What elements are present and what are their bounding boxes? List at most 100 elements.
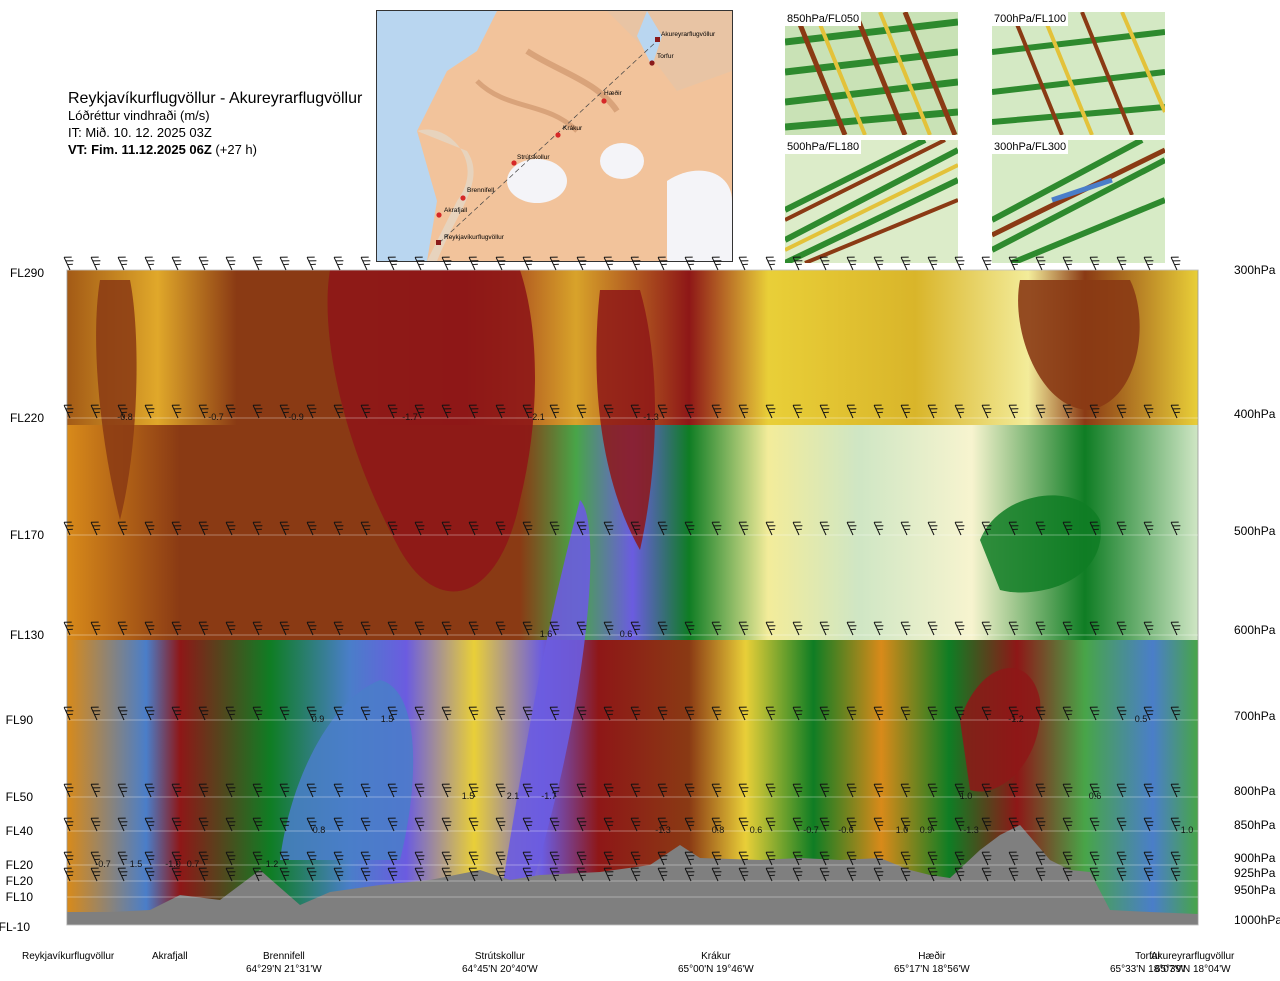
value-label: -1.7 — [402, 412, 418, 422]
wind-barb — [144, 867, 155, 882]
value-label: -1.0 — [165, 859, 181, 869]
thumbnail-image — [785, 140, 958, 263]
wind-barb — [765, 404, 776, 419]
wind-barb — [765, 851, 776, 866]
value-label: 1.0 — [896, 825, 909, 835]
wind-barb — [144, 851, 155, 866]
wind-barb — [927, 621, 938, 636]
wind-barb — [117, 706, 128, 721]
right-tick-label: 1000hPa — [1234, 913, 1280, 927]
wind-barb — [846, 621, 857, 636]
wind-barb — [387, 706, 398, 721]
wind-barb — [1008, 867, 1019, 882]
wind-barb — [819, 706, 830, 721]
wind-barb — [387, 851, 398, 866]
left-tick-label: FL50 — [5, 790, 33, 804]
left-tick-label: FL130 — [9, 628, 44, 642]
wind-barb — [927, 706, 938, 721]
wind-barb — [711, 817, 722, 832]
wind-barb — [441, 783, 452, 798]
wind-barb — [1008, 783, 1019, 798]
value-label: 2.1 — [507, 791, 520, 801]
wind-barb — [414, 404, 425, 419]
wind-barb — [441, 521, 452, 536]
wind-barb — [306, 256, 317, 271]
wind-barb — [630, 867, 641, 882]
location-coord: 65°17'N 18°56'W — [894, 964, 970, 975]
wind-barb — [603, 621, 614, 636]
wind-barb — [225, 521, 236, 536]
value-label: 0.6 — [1089, 791, 1102, 801]
wind-barb — [522, 851, 533, 866]
product-subtitle: Lóðréttur vindhraði (m/s) — [68, 108, 210, 123]
location-name: Akrafjall — [152, 951, 188, 962]
location-label: Reykjavíkurflugvöllur — [22, 951, 114, 962]
value-label: 0.9 — [920, 825, 933, 835]
wind-barb — [1035, 817, 1046, 832]
wind-barb — [1089, 867, 1100, 882]
left-tick-label: FL-10 — [0, 920, 30, 934]
wind-barb — [711, 851, 722, 866]
wind-barb — [765, 521, 776, 536]
wind-barb — [252, 851, 263, 866]
wind-barb — [792, 817, 803, 832]
left-tick-label: FL20 — [5, 874, 33, 888]
wind-barb — [576, 817, 587, 832]
wind-barb — [1089, 706, 1100, 721]
route-title: Reykjavíkurflugvöllur - Akureyrarflugvöl… — [68, 90, 363, 107]
wind-barb — [954, 817, 965, 832]
wind-barb — [711, 706, 722, 721]
location-name: Strútskollur — [474, 951, 525, 962]
wind-barb — [117, 521, 128, 536]
wind-barb — [1089, 521, 1100, 536]
wind-barb — [630, 621, 641, 636]
wind-barb — [900, 867, 911, 882]
wind-barb — [441, 817, 452, 832]
wind-barb — [900, 817, 911, 832]
thumbnail-500hpa[interactable]: 500hPa/FL180 — [784, 139, 959, 264]
wind-barb — [630, 817, 641, 832]
wind-barb — [171, 706, 182, 721]
wind-barb — [1035, 783, 1046, 798]
wind-barb — [1062, 817, 1073, 832]
thumbnail-700hpa[interactable]: 700hPa/FL100 — [991, 11, 1166, 136]
wind-barb — [522, 404, 533, 419]
wind-barb — [792, 867, 803, 882]
wind-barb — [549, 706, 560, 721]
wind-barb — [1116, 706, 1127, 721]
value-label: 0.6 — [620, 629, 633, 639]
wind-barb — [360, 621, 371, 636]
right-tick-label: 300hPa — [1234, 263, 1276, 277]
wind-barb — [495, 706, 506, 721]
wind-barb — [738, 817, 749, 832]
wind-barb — [63, 706, 74, 721]
wind-barb — [792, 404, 803, 419]
wind-barb — [927, 817, 938, 832]
wind-barb — [819, 851, 830, 866]
wind-barb — [306, 404, 317, 419]
wind-barb — [1116, 817, 1127, 832]
wind-barb — [549, 621, 560, 636]
wind-barb — [684, 404, 695, 419]
value-label: 0.5 — [1135, 714, 1148, 724]
wind-barb — [981, 256, 992, 271]
thumbnail-300hpa[interactable]: 300hPa/FL300 — [991, 139, 1166, 264]
wind-barb — [306, 817, 317, 832]
thumbnail-label: 850hPa/FL050 — [785, 12, 862, 26]
wind-barb — [846, 404, 857, 419]
wind-barb — [468, 817, 479, 832]
wind-barb — [522, 521, 533, 536]
wind-barb — [954, 783, 965, 798]
wind-barb — [603, 256, 614, 271]
wind-barb — [549, 867, 560, 882]
thumbnail-850hpa[interactable]: 850hPa/FL050 — [784, 11, 959, 136]
wind-barb — [630, 521, 641, 536]
location-label: Brennifell 64°29'N 21°31'W — [246, 951, 322, 975]
wind-barb — [414, 851, 425, 866]
location-label: Hæðir 65°17'N 18°56'W — [894, 951, 970, 975]
wind-barb — [684, 851, 695, 866]
wind-barb — [279, 817, 290, 832]
wind-barb — [171, 256, 182, 271]
wind-barb — [765, 783, 776, 798]
wind-barb — [144, 521, 155, 536]
